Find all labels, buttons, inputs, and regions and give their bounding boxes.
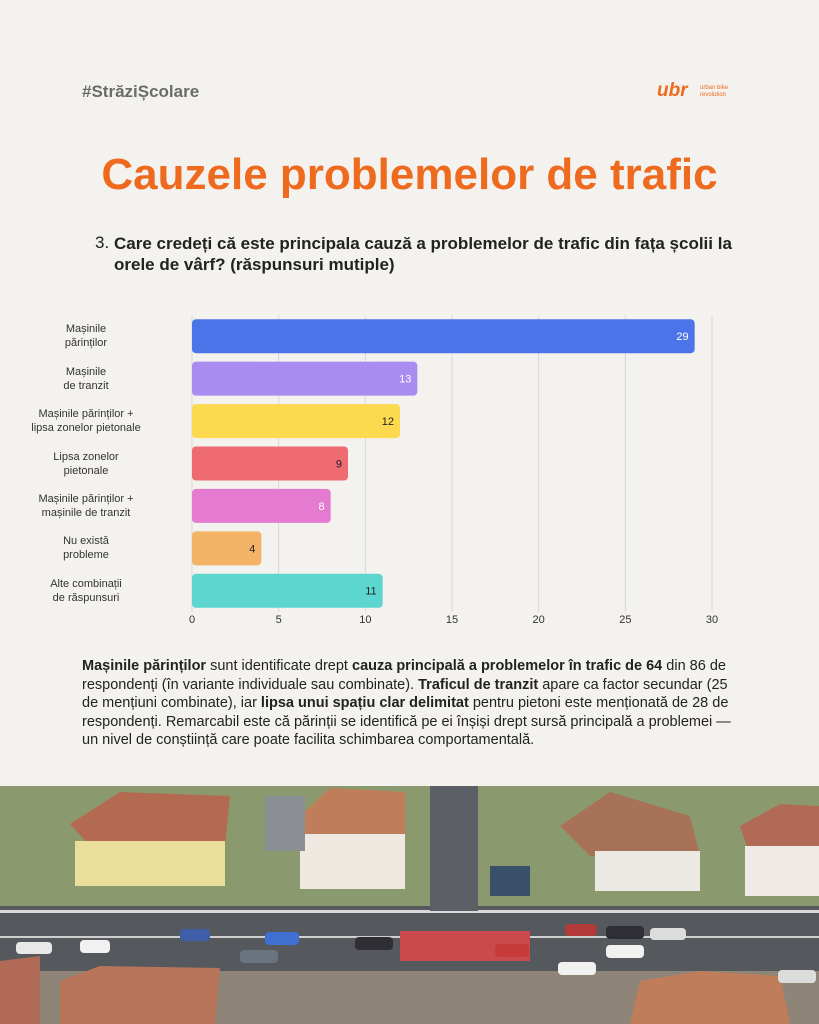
hashtag: #StrăziȘcolare: [82, 82, 200, 101]
bar: [192, 319, 695, 354]
x-tick-label: 20: [533, 614, 545, 626]
category-label: Mașinile părinților + mașinile de tranzi…: [38, 492, 134, 519]
x-tick-label: 0: [189, 614, 195, 626]
chart: 0 5 10 15 20 25 30 29 13 12 9 8 4 11: [189, 315, 718, 626]
summary: Mașinile părinților sunt identificate dr…: [82, 657, 742, 750]
value-label: 12: [382, 416, 394, 428]
bar: [192, 573, 383, 608]
category-label: Mașinile părinților: [64, 323, 108, 350]
x-tick-label: 10: [359, 614, 371, 626]
x-tick-label: 30: [706, 614, 718, 626]
bar: [192, 531, 262, 566]
x-tick-label: 15: [446, 614, 458, 626]
value-label: 13: [399, 374, 411, 386]
summary-segment: apare ca factor secundar (25 de mențiuni…: [82, 676, 728, 712]
summary-segment: Traficul de tranzit: [418, 676, 539, 693]
value-label: 8: [319, 501, 325, 513]
bar: [192, 361, 418, 396]
value-label: 9: [336, 458, 342, 470]
question-number: 3.: [95, 233, 110, 252]
logo: ubr: [657, 80, 688, 101]
x-tick-label: 5: [276, 614, 282, 626]
category-label: Lipsa zonelor pietonale: [53, 450, 119, 477]
category-label: Mașinile părinților + lipsa zonelor piet…: [31, 408, 141, 435]
x-tick-label: 25: [619, 614, 631, 626]
street-photo: [0, 786, 819, 1024]
summary-segment: lipsa unui spațiu clar delimitat: [260, 695, 469, 711]
category-label: Alte combinații de răspunsuri: [50, 577, 122, 604]
bar: [192, 446, 348, 481]
value-label: 11: [365, 586, 376, 598]
logo-caption: urban bike revolution: [700, 85, 729, 98]
value-label: 29: [676, 331, 688, 343]
bar: [192, 488, 331, 523]
bar: [192, 404, 400, 439]
summary-segment: din 86 de respondenți (în variante indiv…: [82, 658, 726, 693]
summary-segment: cauza principală a problemelor în trafic…: [352, 658, 663, 674]
summary-segment: pentru pietoni este menționată de 28 de …: [82, 695, 731, 748]
summary-segment: Mașinile părinților: [82, 658, 207, 674]
title: Cauzele problemelor de trafic: [101, 150, 718, 199]
question-text: Care credeți că este principala cauză a …: [114, 234, 732, 274]
summary-segment: sunt identificate drept: [206, 658, 352, 674]
category-label: Mașinile de tranzit: [63, 365, 109, 392]
category-label: Nu există probleme: [63, 535, 109, 562]
value-label: 4: [249, 543, 255, 555]
